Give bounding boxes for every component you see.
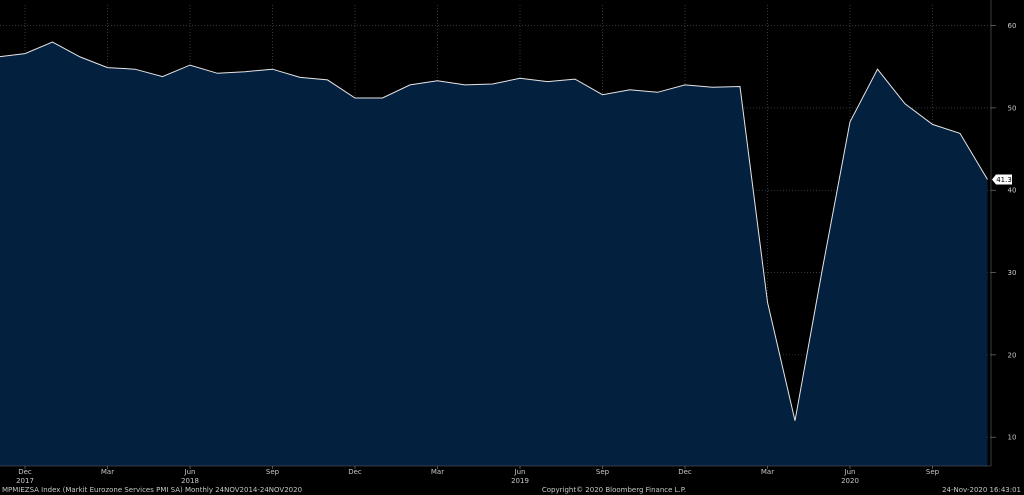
y-axis: 10 20 30 40 50 60 [991,22,1016,442]
data-point [904,103,906,105]
data-point [739,85,741,87]
data-point [491,83,493,85]
data-point [629,89,631,91]
footer-timestamp: 24-Nov-2020 16:43:01 [942,486,1021,494]
data-point [271,68,273,70]
x-tick-year-label: 2017 [16,477,34,485]
data-point [656,91,658,93]
x-tick-label: Jun [184,468,196,476]
y-tick-label: 10 [1008,434,1017,442]
footer-security-description: MPMIEZSA Index (Markit Eurozone Services… [2,486,302,494]
data-point [931,123,933,125]
x-tick-label: Mar [431,468,444,476]
data-point [959,132,961,134]
x-tick-label: Jun [514,468,526,476]
data-point [684,84,686,86]
data-point [79,56,81,58]
x-tick-label: Jun [844,468,856,476]
x-tick-label: Sep [266,468,280,476]
data-point [51,41,53,43]
x-tick-label: Dec [678,468,692,476]
data-point [711,86,713,88]
data-point [849,121,851,123]
data-point [244,70,246,72]
last-value-label-text: 41.3 [996,176,1012,184]
y-tick-label: 20 [1008,351,1017,359]
x-tick-year-label: 2019 [511,477,529,485]
y-tick-label: 50 [1008,104,1017,112]
x-tick-label: Mar [761,468,774,476]
data-point [821,267,823,269]
data-point [464,84,466,86]
data-point [106,66,108,68]
data-point [601,94,603,96]
data-point [436,80,438,82]
data-point [986,178,988,180]
y-tick-label: 30 [1008,269,1017,277]
last-value-label-background [992,174,1012,185]
series-line [0,41,988,421]
data-point [354,97,356,99]
x-tick-year-label: 2018 [181,477,199,485]
last-value-label: 41.3 [992,174,1012,185]
x-tick-year-label: 2020 [841,477,859,485]
footer-copyright: Copyright© 2020 Bloomberg Finance L.P. [542,486,686,494]
data-point [794,420,796,422]
data-point [24,52,26,54]
data-point [876,68,878,70]
x-tick-label: Dec [18,468,32,476]
data-point [766,301,768,303]
data-point [216,72,218,74]
data-point [519,77,521,79]
data-point [299,76,301,78]
data-point [189,64,191,66]
series-area-fill [0,42,988,466]
data-point [574,78,576,80]
x-tick-label: Dec [348,468,362,476]
y-tick-label: 40 [1008,187,1017,195]
data-point [381,97,383,99]
data-point [161,75,163,77]
data-point [326,79,328,81]
x-tick-label: Mar [101,468,114,476]
x-tick-label: Sep [596,468,610,476]
data-point [134,68,136,70]
y-tick-label: 60 [1008,22,1017,30]
data-point [546,80,548,82]
x-tick-label: Sep [926,468,940,476]
data-point [409,84,411,86]
